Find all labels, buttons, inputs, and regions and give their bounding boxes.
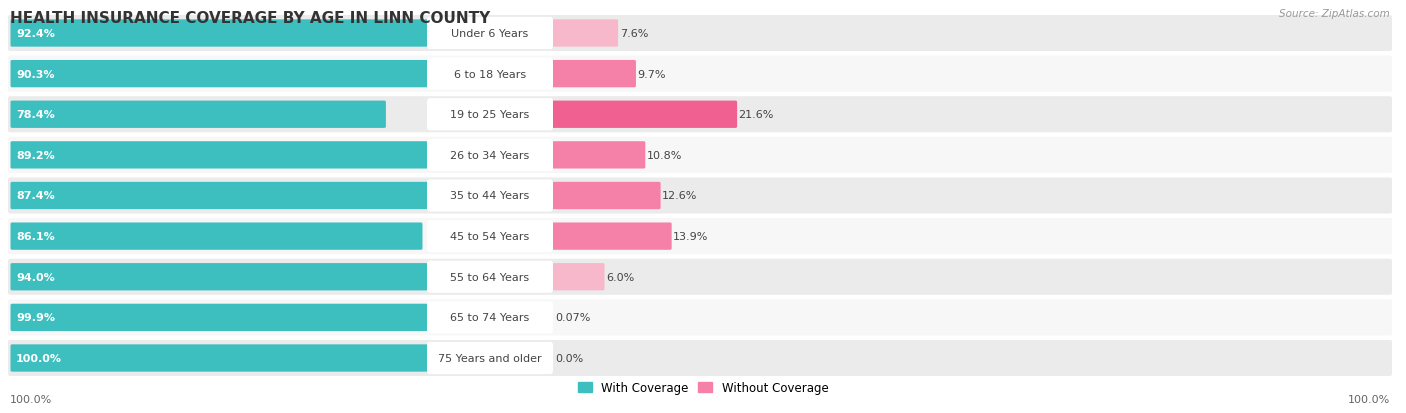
FancyBboxPatch shape: [8, 57, 1392, 93]
Text: 6.0%: 6.0%: [606, 272, 634, 282]
Text: Under 6 Years: Under 6 Years: [451, 29, 529, 39]
FancyBboxPatch shape: [427, 99, 553, 131]
Text: 0.07%: 0.07%: [555, 313, 591, 323]
Text: 21.6%: 21.6%: [738, 110, 773, 120]
FancyBboxPatch shape: [427, 221, 553, 253]
Text: 45 to 54 Years: 45 to 54 Years: [450, 232, 530, 242]
Text: HEALTH INSURANCE COVERAGE BY AGE IN LINN COUNTY: HEALTH INSURANCE COVERAGE BY AGE IN LINN…: [10, 12, 491, 26]
Text: 86.1%: 86.1%: [15, 232, 55, 242]
FancyBboxPatch shape: [10, 101, 385, 128]
Text: 90.3%: 90.3%: [15, 69, 55, 79]
FancyBboxPatch shape: [8, 138, 1392, 173]
Text: 94.0%: 94.0%: [15, 272, 55, 282]
FancyBboxPatch shape: [8, 218, 1392, 254]
Text: Source: ZipAtlas.com: Source: ZipAtlas.com: [1279, 9, 1391, 19]
FancyBboxPatch shape: [8, 340, 1392, 376]
FancyBboxPatch shape: [551, 142, 645, 169]
FancyBboxPatch shape: [551, 183, 661, 210]
Text: 6 to 18 Years: 6 to 18 Years: [454, 69, 526, 79]
Text: 87.4%: 87.4%: [15, 191, 55, 201]
Text: 100.0%: 100.0%: [15, 353, 62, 363]
Text: 89.2%: 89.2%: [15, 150, 55, 161]
FancyBboxPatch shape: [427, 58, 553, 90]
Text: 35 to 44 Years: 35 to 44 Years: [450, 191, 530, 201]
FancyBboxPatch shape: [10, 344, 488, 372]
Text: 26 to 34 Years: 26 to 34 Years: [450, 150, 530, 161]
FancyBboxPatch shape: [427, 301, 553, 334]
FancyBboxPatch shape: [8, 300, 1392, 335]
FancyBboxPatch shape: [10, 183, 429, 210]
FancyBboxPatch shape: [8, 16, 1392, 52]
Text: 19 to 25 Years: 19 to 25 Years: [450, 110, 530, 120]
Text: 92.4%: 92.4%: [15, 29, 55, 39]
Text: 9.7%: 9.7%: [637, 69, 666, 79]
Text: 99.9%: 99.9%: [15, 313, 55, 323]
FancyBboxPatch shape: [551, 20, 619, 47]
FancyBboxPatch shape: [427, 18, 553, 50]
FancyBboxPatch shape: [551, 101, 737, 128]
FancyBboxPatch shape: [427, 342, 553, 374]
FancyBboxPatch shape: [427, 180, 553, 212]
FancyBboxPatch shape: [10, 263, 460, 291]
Text: 78.4%: 78.4%: [15, 110, 55, 120]
Text: 55 to 64 Years: 55 to 64 Years: [450, 272, 530, 282]
FancyBboxPatch shape: [10, 223, 422, 250]
FancyBboxPatch shape: [427, 140, 553, 171]
Legend: With Coverage, Without Coverage: With Coverage, Without Coverage: [572, 377, 834, 399]
FancyBboxPatch shape: [8, 178, 1392, 214]
FancyBboxPatch shape: [8, 259, 1392, 295]
FancyBboxPatch shape: [10, 61, 443, 88]
FancyBboxPatch shape: [10, 304, 488, 331]
Text: 100.0%: 100.0%: [1348, 394, 1391, 404]
Text: 13.9%: 13.9%: [673, 232, 709, 242]
FancyBboxPatch shape: [427, 261, 553, 293]
Text: 75 Years and older: 75 Years and older: [439, 353, 541, 363]
Text: 65 to 74 Years: 65 to 74 Years: [450, 313, 530, 323]
Text: 100.0%: 100.0%: [10, 394, 52, 404]
Text: 12.6%: 12.6%: [662, 191, 697, 201]
FancyBboxPatch shape: [8, 97, 1392, 133]
FancyBboxPatch shape: [10, 142, 437, 169]
FancyBboxPatch shape: [551, 223, 672, 250]
Text: 10.8%: 10.8%: [647, 150, 682, 161]
FancyBboxPatch shape: [10, 20, 453, 47]
Text: 0.0%: 0.0%: [555, 353, 583, 363]
FancyBboxPatch shape: [551, 263, 605, 291]
Text: 7.6%: 7.6%: [620, 29, 648, 39]
FancyBboxPatch shape: [551, 61, 636, 88]
